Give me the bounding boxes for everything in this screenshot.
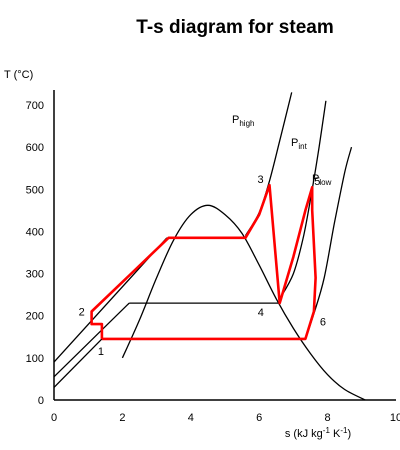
isobar-label-low: Plow	[312, 173, 332, 187]
isobar-high	[244, 92, 293, 236]
state-point-label: 5	[314, 176, 320, 188]
state-point-label: 4	[258, 307, 264, 319]
y-axis-label: T (°C)	[4, 69, 33, 81]
cycle-path-group	[90, 183, 317, 341]
x-tick-label: 0	[51, 412, 57, 424]
state-point-label: 6	[320, 317, 326, 329]
compressed-liquid-line	[53, 302, 130, 378]
isobar-label-high: Phigh	[232, 114, 254, 128]
state-point-label: 3	[257, 174, 263, 186]
saturation-dome	[121, 204, 366, 401]
y-tick-label: 0	[38, 395, 44, 407]
x-tick-label: 2	[119, 412, 125, 424]
isobar-int	[279, 100, 327, 300]
point-labels: Phigh Pint Plow 1 2 3 4 5 6	[79, 114, 332, 358]
x-axis-label-sup1: -1	[323, 426, 331, 435]
isobar-label-int: Pint	[291, 137, 308, 151]
x-axis-label-main: s (kJ kg	[285, 428, 323, 440]
x-tick-label: 8	[325, 412, 331, 424]
y-tick-label: 600	[26, 142, 44, 154]
x-axis-label-mid: K	[330, 428, 341, 440]
x-axis-label-sup2: -1	[340, 426, 348, 435]
state-point-label: 2	[79, 307, 85, 319]
x-tick-label: 10	[390, 412, 400, 424]
x-axis-label-end: )	[347, 428, 351, 440]
y-tick-label: 500	[26, 184, 44, 196]
x-axis-label: s (kJ kg-1 K-1)	[285, 426, 351, 440]
x-tick-label: 6	[256, 412, 262, 424]
y-tick-label: 400	[26, 226, 44, 238]
axes	[53, 90, 396, 401]
compressed-liquid-line	[53, 338, 103, 388]
y-tick-label: 200	[26, 311, 44, 323]
state-point-label: 1	[98, 346, 104, 358]
y-tick-label: 300	[26, 269, 44, 281]
x-tick-label: 4	[188, 412, 194, 424]
cycle-path	[90, 183, 317, 341]
y-tick-label: 700	[26, 100, 44, 112]
chart-title: T-s diagram for steam	[136, 17, 333, 38]
y-tick-label: 100	[26, 353, 44, 365]
